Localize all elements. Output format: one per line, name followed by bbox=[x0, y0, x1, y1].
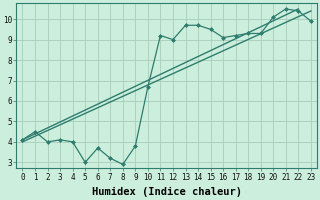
X-axis label: Humidex (Indice chaleur): Humidex (Indice chaleur) bbox=[92, 187, 242, 197]
